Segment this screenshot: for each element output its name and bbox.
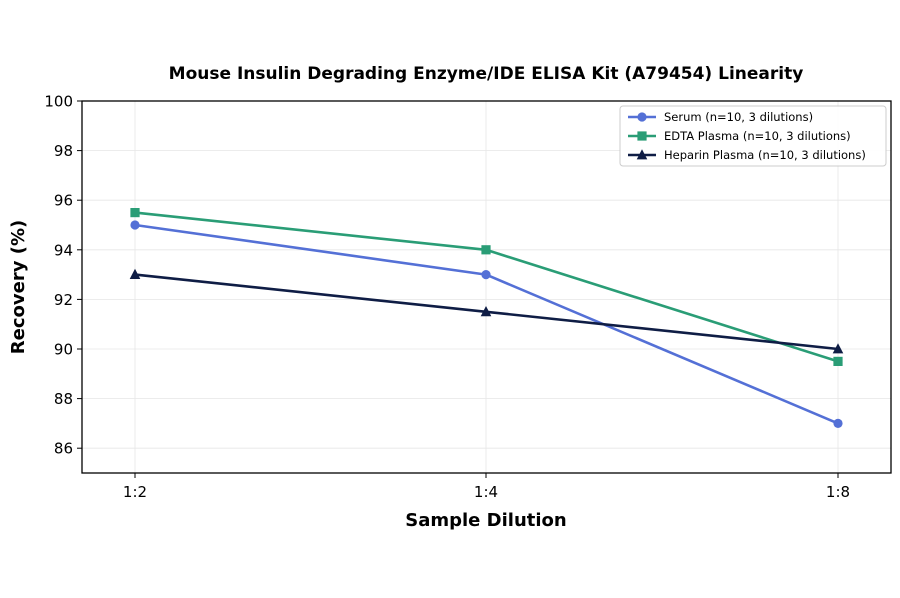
data-point (833, 356, 843, 366)
data-point (129, 268, 141, 279)
series-2 (130, 208, 843, 366)
data-point (481, 270, 491, 280)
legend-label: Heparin Plasma (n=10, 3 dilutions) (664, 148, 866, 162)
data-point (481, 245, 491, 255)
data-point (130, 208, 140, 218)
legend-label: EDTA Plasma (n=10, 3 dilutions) (664, 129, 851, 143)
y-tick-label: 100 (44, 93, 73, 111)
y-tick-label: 90 (54, 341, 73, 359)
y-axis-label: Recovery (%) (8, 220, 29, 354)
legend-marker (637, 131, 647, 141)
y-tick-label: 88 (54, 390, 73, 408)
series-3 (129, 268, 844, 354)
legend-marker (637, 112, 647, 122)
x-axis-label: Sample Dilution (405, 510, 566, 531)
legend-marker (636, 149, 648, 160)
tick-layer: 86 88 90 92 94 96 98 100 1:2 1:4 1:8 (44, 93, 850, 502)
y-tick-label: 92 (54, 291, 73, 309)
series-line (134, 223, 839, 425)
data-point (832, 343, 844, 354)
series-layer (129, 208, 844, 428)
y-tick-label: 96 (54, 192, 73, 210)
legend-label: Serum (n=10, 3 dilutions) (664, 110, 813, 124)
x-tick-label: 1:8 (826, 483, 850, 501)
x-tick-label: 1:4 (474, 483, 498, 501)
y-tick-label: 94 (54, 241, 73, 259)
data-point (833, 418, 843, 428)
legend: Serum (n=10, 3 dilutions) EDTA Plasma (n=… (619, 105, 887, 167)
y-tick-label: 86 (54, 440, 73, 458)
data-point (480, 306, 492, 317)
y-tick-label: 98 (54, 142, 73, 160)
chart-title: Mouse Insulin Degrading Enzyme/IDE ELISA… (169, 64, 804, 84)
data-point (130, 220, 140, 230)
legend-box (619, 105, 887, 167)
series-1 (130, 220, 843, 428)
x-tick-label: 1:2 (123, 483, 147, 501)
